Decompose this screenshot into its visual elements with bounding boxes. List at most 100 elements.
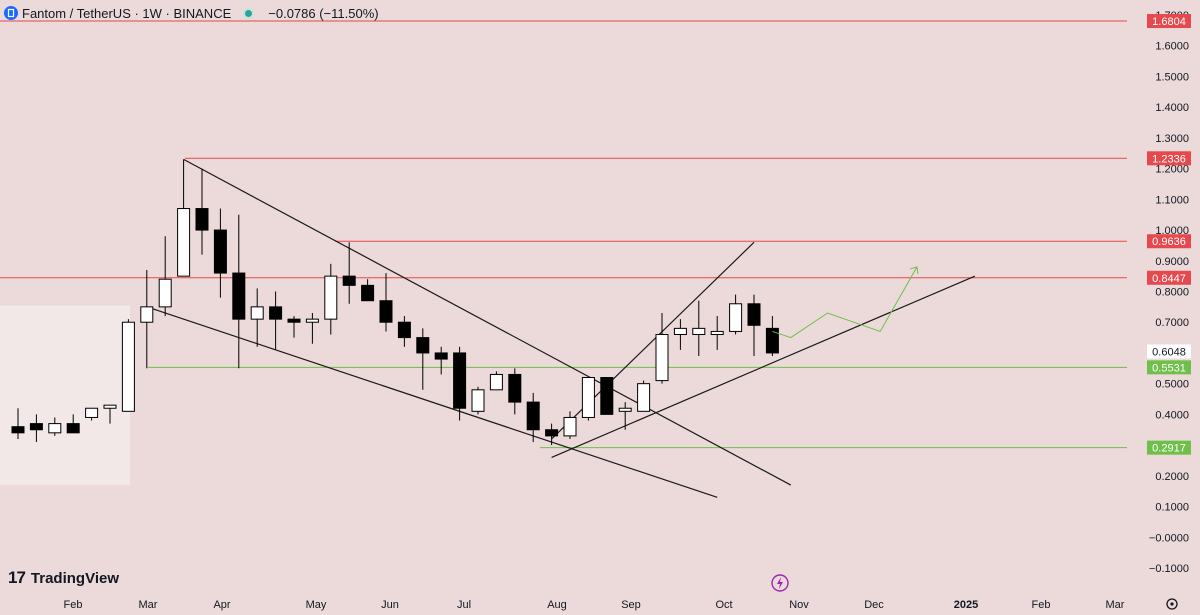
price-change: −0.0786 (−11.50%) <box>268 5 379 21</box>
brand-name: TradingView <box>30 569 120 587</box>
symbol-title[interactable]: Fantom / TetherUS · 1W · BINANCE <box>22 5 232 21</box>
candle-up <box>563 416 577 437</box>
candle-down <box>453 352 467 409</box>
candle-up <box>121 321 135 412</box>
price-tick-label: −0.1000 <box>1149 563 1189 575</box>
time-tick-label: Jun <box>381 599 399 611</box>
candle-down <box>508 373 522 403</box>
price-tick-label: 1.2000 <box>1155 164 1189 176</box>
projection-arrowhead <box>909 266 919 274</box>
time-tick-label: Feb <box>64 599 83 611</box>
time-tick-label: Apr <box>213 599 230 611</box>
tradingview-mark-icon: 17 <box>8 568 26 587</box>
time-tick-label: Dec <box>864 599 884 611</box>
candle-down <box>747 303 761 326</box>
time-tick-label: 2025 <box>954 599 978 611</box>
level-tag <box>1147 234 1191 249</box>
time-tick-label: Aug <box>547 599 567 611</box>
candle-down <box>434 352 448 360</box>
level-tag-label: 1.6804 <box>1152 16 1186 28</box>
candle-up <box>618 407 632 412</box>
candle-up <box>729 303 743 332</box>
lightning-icon-bolt <box>777 577 783 589</box>
price-tick-label: 0.9000 <box>1155 256 1189 268</box>
candle-down <box>195 208 209 231</box>
trend-line <box>183 158 792 486</box>
level-tag <box>1147 14 1191 29</box>
candle-up <box>250 306 264 320</box>
candle-up <box>673 327 687 336</box>
price-tick-label: 0.8000 <box>1155 287 1189 299</box>
price-tick-label: 1.5000 <box>1155 71 1189 83</box>
candle-down <box>379 300 393 323</box>
price-tick-label: 1.3000 <box>1155 133 1189 145</box>
candle-up <box>305 318 319 323</box>
price-tick-label: 0.2000 <box>1155 471 1189 483</box>
time-tick-label: May <box>306 599 327 611</box>
candle-up <box>140 306 154 323</box>
time-tick-label: Nov <box>789 599 809 611</box>
time-tick-label: Sep <box>621 599 641 611</box>
candle-up <box>85 407 99 418</box>
price-tick-label: 0.7000 <box>1155 317 1189 329</box>
price-axis: 1.70001.60001.50001.40001.30001.20001.10… <box>1149 10 1189 575</box>
price-tick-label: −0.0000 <box>1149 532 1189 544</box>
projection-path <box>772 266 918 339</box>
highlight-region <box>0 305 130 486</box>
price-tick-label: 1.1000 <box>1155 194 1189 206</box>
candle-down <box>397 321 411 339</box>
current-price-label: 0.6048 <box>1152 346 1186 358</box>
lightning-icon-ring <box>771 574 789 592</box>
gear-icon[interactable] <box>1166 598 1178 610</box>
level-tag-label: 1.2336 <box>1152 153 1186 165</box>
candle-down <box>545 429 559 437</box>
candle-up <box>637 383 651 412</box>
market-status-dot <box>245 9 253 17</box>
candle-down <box>66 423 80 434</box>
gear-icon-hub <box>1170 602 1174 606</box>
candle-down <box>29 423 43 431</box>
candle-up <box>158 278 172 308</box>
current-price-tag <box>1147 344 1191 359</box>
price-tick-label: 0.4000 <box>1155 409 1189 421</box>
candle-down <box>232 272 246 320</box>
candle-up <box>103 404 117 409</box>
candle-up <box>177 208 191 277</box>
candle-down <box>213 229 227 274</box>
level-tag <box>1147 360 1191 375</box>
trend-line <box>551 275 976 458</box>
time-tick-label: Oct <box>715 599 732 611</box>
trend-line <box>146 306 718 498</box>
tradingview-logo[interactable]: 17 TradingView <box>8 568 119 588</box>
level-tag <box>1147 151 1191 166</box>
price-tick-label: 1.6000 <box>1155 41 1189 53</box>
level-tag-label: 0.5531 <box>1152 362 1186 374</box>
time-tick-label: Mar <box>1106 599 1125 611</box>
price-tick-label: 0.5000 <box>1155 379 1189 391</box>
gear-icon-ring <box>1166 598 1178 610</box>
candle-down <box>765 327 779 354</box>
price-tick-label: 1.0000 <box>1155 225 1189 237</box>
candle-up <box>655 334 669 382</box>
candle-up <box>324 275 338 320</box>
candle-up <box>471 389 485 412</box>
level-tag <box>1147 270 1191 285</box>
level-tag-label: 0.9636 <box>1152 236 1186 248</box>
candle-down <box>361 284 375 302</box>
level-tag-label: 0.8447 <box>1152 273 1186 285</box>
symbol-header: Fantom / TetherUS · 1W · BINANCE −0.0786… <box>0 0 379 26</box>
time-tick-label: Feb <box>1032 599 1051 611</box>
level-tag-label: 0.2917 <box>1152 443 1186 455</box>
level-tag <box>1147 440 1191 455</box>
candle-up <box>581 377 595 418</box>
time-tick-label: Jul <box>457 599 471 611</box>
candle-up <box>489 373 503 391</box>
candle-down <box>342 275 356 286</box>
time-tick-label: Mar <box>139 599 158 611</box>
price-tick-label: 0.1000 <box>1155 502 1189 514</box>
candle-down <box>11 426 25 434</box>
fantom-logo-icon <box>4 6 18 20</box>
lightning-icon[interactable] <box>771 574 789 592</box>
